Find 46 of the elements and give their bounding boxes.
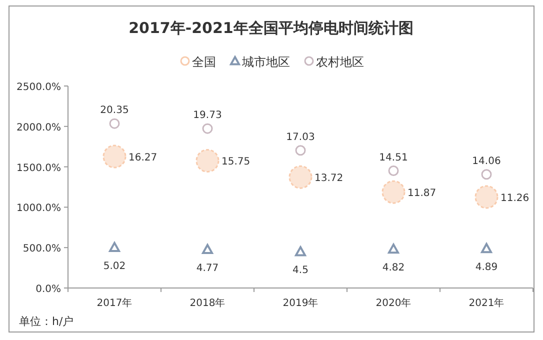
x-tick-label: 2019年 (282, 297, 318, 309)
point (481, 169, 492, 180)
data-label: 11.26 (500, 193, 530, 204)
point (481, 242, 492, 254)
data-label: 17.03 (286, 132, 315, 143)
point (109, 118, 120, 129)
y-tick-label: 1000.0% (16, 203, 61, 214)
data-label: 4.82 (382, 262, 405, 274)
x-tick-label: 2018年 (190, 297, 226, 309)
x-tick-label: 2020年 (376, 297, 412, 309)
data-label: 4.5 (292, 265, 308, 276)
point (388, 244, 399, 254)
point (102, 144, 126, 168)
point (288, 165, 312, 189)
legend-label: 农村地区 (316, 55, 364, 69)
point (295, 145, 306, 156)
point (202, 244, 213, 254)
point (109, 242, 120, 252)
data-label: 4.77 (196, 262, 219, 274)
y-tick-label: 2000.0% (16, 122, 61, 134)
text: 单位：h/户 (19, 315, 74, 328)
data-label: 20.35 (100, 105, 129, 116)
y-tick-label: 2500.0% (16, 82, 61, 93)
data-label: 19.73 (193, 110, 222, 122)
data-label: 13.72 (314, 173, 344, 184)
y-tick-label: 500.0% (22, 244, 61, 255)
data-label: 16.27 (128, 152, 158, 164)
y-tick-label: 0.0% (36, 284, 61, 295)
point (474, 185, 498, 209)
point (202, 123, 213, 134)
point (295, 246, 306, 256)
data-label: 14.51 (379, 152, 408, 164)
legend-label: 全国 (192, 55, 216, 69)
x-tick-label: 2021年 (468, 297, 504, 309)
data-label: 11.87 (408, 188, 436, 200)
data-label: 15.75 (222, 156, 250, 168)
point (388, 166, 399, 176)
legend-label: 城市地区 (241, 55, 290, 69)
data-label: 4.89 (475, 262, 498, 273)
point (382, 180, 406, 204)
x-tick-label: 2017年 (96, 297, 132, 309)
data-label: 14.06 (472, 156, 501, 167)
chart-title: 2017年-2021年全国平均停电时间统计图 (128, 19, 414, 37)
data-label: 5.02 (103, 260, 126, 272)
point (196, 148, 220, 172)
y-tick-label: 1500.0% (16, 162, 61, 174)
